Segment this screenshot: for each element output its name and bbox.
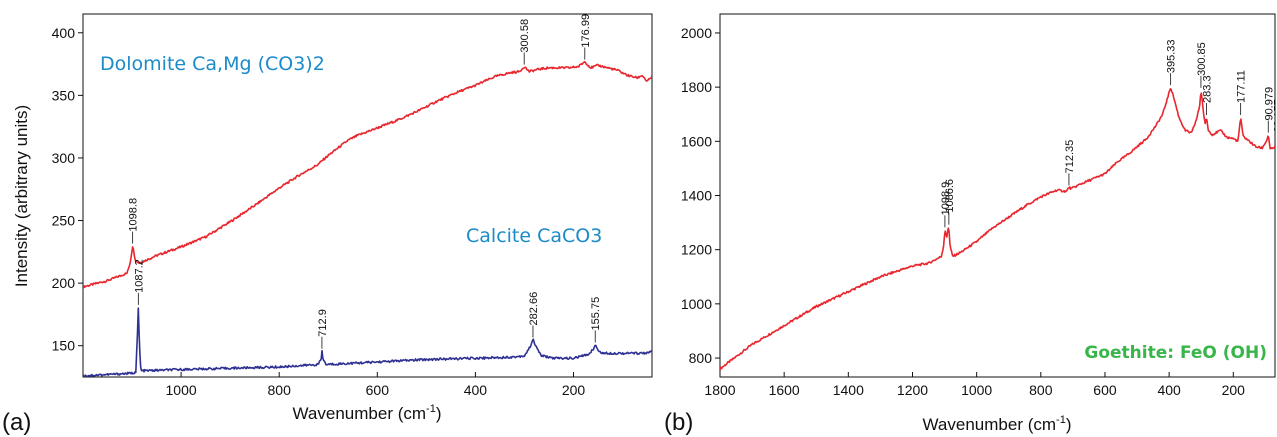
panel-b-ytick-label: 1800 xyxy=(681,79,712,95)
panel-a-series-line-0 xyxy=(83,60,652,289)
panel-b-frame xyxy=(719,13,1276,378)
panel-b-ytick-label: 1600 xyxy=(681,133,712,149)
panel-b-xlabel: Wavenumber (cm-1) xyxy=(923,414,1072,434)
panel-a-xlabel: Wavenumber (cm-1) xyxy=(293,403,442,423)
panel-a-ytick-label: 150 xyxy=(52,338,76,354)
panel-b-xtick-label: 200 xyxy=(1222,382,1246,398)
panel-b-xtick-label: 1800 xyxy=(704,382,735,398)
panel-a-peak-label: 300.58 xyxy=(519,19,531,53)
panel-b-series xyxy=(720,88,1275,371)
panel-a-peak-label: 282.66 xyxy=(528,292,540,326)
panel-a-peak-label: 176.99 xyxy=(580,14,592,48)
panel-a-ytick-label: 400 xyxy=(52,25,76,41)
panel-a-peak-label: 155.75 xyxy=(590,297,602,331)
panel-a-peak-label: 1087.2 xyxy=(133,259,145,293)
panel-b-peak-label: 283.3 xyxy=(1202,75,1214,103)
panel-b-ytick-label: 800 xyxy=(689,350,713,366)
panel-a-xlabel-sup: -1 xyxy=(426,403,436,415)
panel-a-ytick-label: 200 xyxy=(52,275,76,291)
panel-a-xlabel-main: Wavenumber (cm xyxy=(293,404,427,423)
panel-b-ytick-label: 2000 xyxy=(681,25,712,41)
panel-a-ytick-label: 350 xyxy=(52,87,76,103)
panel-a-ytick-label: 250 xyxy=(52,213,76,229)
panel-b-peak-label: 1098.9 xyxy=(940,182,952,216)
panel-b: 1800 1600 1400 1200 1000 800 600 400 200 800 1000 1… xyxy=(664,13,1277,436)
panel-b-peak-label: 177.11 xyxy=(1236,70,1248,103)
panel-a-xtick-label: 1000 xyxy=(166,382,197,398)
panel-a-frame xyxy=(82,13,653,378)
panel-a-ylabel: Intensity (arbitrary units) xyxy=(12,105,31,287)
panel-a-peak-label: 1098.8 xyxy=(128,198,140,232)
panel-a-ytick-label: 300 xyxy=(52,150,76,166)
panel-a-xtick-label: 400 xyxy=(464,382,488,398)
panel-b-xlabel-end: ) xyxy=(1066,415,1072,434)
panel-b-peak-label: 712.35 xyxy=(1064,140,1076,174)
panel-b-peak-label: 1086.6 xyxy=(944,179,956,213)
panel-b-xtick-label: 400 xyxy=(1157,382,1181,398)
panel-b-peak-label: 300.85 xyxy=(1196,42,1208,76)
panel-b-xlabel-main: Wavenumber (cm xyxy=(923,415,1057,434)
panel-b-peak-label: 90.979 xyxy=(1263,87,1275,121)
panel-a-xtick-label: 800 xyxy=(268,382,292,398)
panel-a: 1000 800 600 400 200 150 200 250 300 350 400 1098.… xyxy=(2,13,653,436)
panel-a-xtick-label: 600 xyxy=(366,382,390,398)
panel-a-label: (a) xyxy=(2,409,31,436)
panel-b-ytick-label: 1200 xyxy=(681,242,712,258)
panel-b-xlabel-sup: -1 xyxy=(1056,414,1066,426)
dolomite-label: Dolomite Ca,Mg (CO3)2 xyxy=(100,53,325,75)
panel-b-peak-label: 62.157 xyxy=(1273,99,1277,133)
panel-a-xlabel-end: ) xyxy=(436,404,442,423)
panel-a-xtick-label: 200 xyxy=(562,382,586,398)
goethite-label: Goethite: FeO (OH) xyxy=(1084,343,1267,363)
panel-a-series-line-1 xyxy=(83,307,652,377)
panel-b-label: (b) xyxy=(664,409,693,436)
calcite-label: Calcite CaCO3 xyxy=(466,225,602,247)
panel-a-peak-annotations: 1098.8 300.58 176.99 1087.2 712.9 282.66 155.7… xyxy=(128,14,602,349)
panel-b-xtick-label: 800 xyxy=(1029,382,1053,398)
panel-b-xtick-label: 1200 xyxy=(897,382,928,398)
panel-b-ticks: 1800 1600 1400 1200 1000 800 600 400 200 800 1000 1… xyxy=(681,25,1245,398)
panel-b-xtick-label: 1600 xyxy=(769,382,800,398)
panel-a-peak-label: 712.9 xyxy=(317,309,329,337)
panel-b-peak-label: 395.33 xyxy=(1166,39,1178,73)
panel-b-series-line-0 xyxy=(720,88,1275,371)
panel-a-series xyxy=(83,60,652,377)
panel-b-xtick-label: 1400 xyxy=(833,382,864,398)
panel-a-ticks: 1000 800 600 400 200 150 200 250 300 350 400 xyxy=(52,25,586,398)
panel-b-ytick-label: 1000 xyxy=(681,296,712,312)
panel-b-ytick-label: 1400 xyxy=(681,188,712,204)
panel-b-xtick-label: 600 xyxy=(1093,382,1117,398)
panel-b-xtick-label: 1000 xyxy=(961,382,992,398)
